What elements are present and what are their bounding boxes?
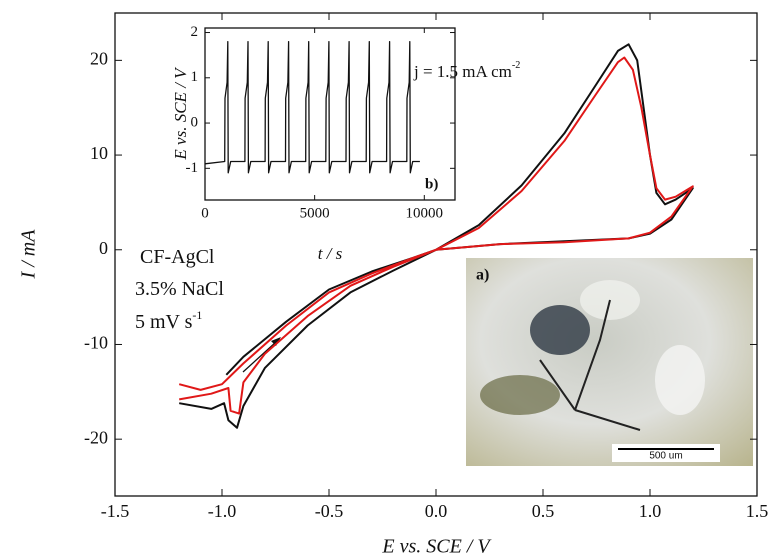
- photo-feature: [655, 345, 705, 415]
- scale-bar-label: 500 um: [649, 451, 682, 462]
- y-tick-label: 20: [90, 48, 108, 68]
- y-tick-label: 0: [99, 238, 108, 258]
- y-tick-label: 1: [191, 69, 199, 85]
- annotation-text: 3.5% NaCl: [135, 278, 224, 300]
- x-axis-label: t / s: [318, 244, 343, 263]
- chart: 0 5000 10000 -1 0 1 2 t / s E vs. SCE / V j = 1.5…: [171, 24, 521, 263]
- annotation-text: j = 1.5 mA cm: [413, 62, 512, 81]
- plot-frame: [204, 27, 456, 201]
- arrow: [242, 337, 281, 373]
- x-tick-label: 0.5: [532, 501, 555, 521]
- photo-feature: [530, 305, 590, 355]
- annotation: 5 mV s-1: [135, 308, 202, 333]
- y-tick-label: 10: [90, 143, 108, 163]
- series-line: [178, 56, 694, 415]
- x-tick-label: 10000: [406, 206, 444, 222]
- x-tick-label: 0: [201, 206, 209, 222]
- x-tick-label: 0.0: [425, 501, 448, 521]
- annotation-text: CF-AgCl: [140, 246, 215, 268]
- annotation: j = 1.5 mA cm-2: [413, 60, 520, 81]
- y-tick-label: -10: [84, 333, 108, 353]
- y-tick-label: -20: [84, 427, 108, 447]
- annotation: CF-AgCl: [140, 246, 215, 268]
- y-axis-label: I / mA: [18, 229, 40, 280]
- panel-label: a): [476, 267, 489, 284]
- x-tick-label: -1.0: [208, 501, 237, 521]
- x-tick-label: -1.5: [101, 501, 130, 521]
- photo-feature: [539, 299, 641, 431]
- y-tick-label: -1: [186, 160, 199, 176]
- panel-label: b): [425, 176, 438, 192]
- annotation-text: 5 mV s: [135, 311, 193, 333]
- photo-inset: 500 um a): [466, 258, 753, 466]
- y-axis-label: E vs. SCE / V: [171, 66, 190, 161]
- annotation-superscript: -1: [192, 308, 202, 322]
- x-tick-label: 1.5: [746, 501, 769, 521]
- annotation: 3.5% NaCl: [135, 278, 224, 300]
- x-axis-label: E vs. SCE / V: [381, 536, 492, 558]
- photo-feature: [480, 375, 560, 415]
- x-tick-label: -0.5: [315, 501, 344, 521]
- annotation-superscript: -2: [512, 60, 521, 71]
- y-tick-label: 0: [191, 114, 199, 130]
- series-line: [204, 40, 420, 174]
- y-tick-label: 2: [191, 24, 199, 40]
- x-tick-label: 5000: [300, 206, 330, 222]
- x-tick-label: 1.0: [639, 501, 662, 521]
